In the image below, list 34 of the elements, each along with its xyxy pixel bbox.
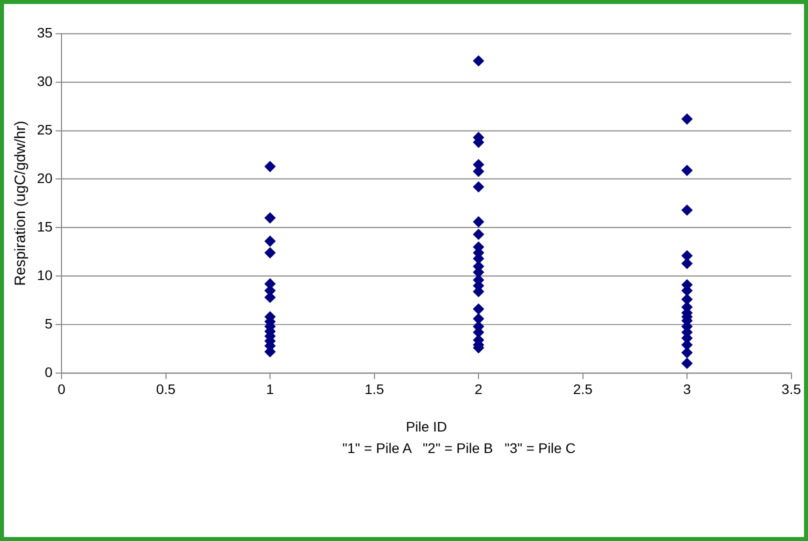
y-axis-title: Respiration (ugC/gdw/hr) (12, 120, 30, 286)
y-tick-label: 0 (44, 364, 53, 380)
point (682, 358, 693, 369)
point (264, 161, 276, 172)
point (473, 181, 484, 192)
x-tick-label: 0 (58, 381, 66, 398)
y-tick-label: 35 (37, 24, 53, 41)
text: "1" = Pile A "2" = Pile B "3" = Pile C (341, 440, 577, 456)
y-tick-label: 30 (37, 73, 53, 90)
y-tick-label: 20 (37, 170, 53, 186)
y-tick-label: 25 (37, 122, 53, 138)
y-tick-label: 15 (37, 218, 53, 234)
point (473, 216, 484, 228)
x-tick-label: 1 (266, 381, 274, 398)
x-tick-label: 3 (683, 381, 692, 398)
y-tick-label: 10 (37, 266, 53, 283)
x-tick-label: 1.5 (364, 381, 384, 398)
point (473, 228, 484, 240)
x-tick-label: 2 (474, 381, 483, 398)
point (473, 304, 484, 314)
point (682, 347, 693, 358)
x-tick-label: 0.5 (156, 381, 176, 398)
point (264, 247, 276, 258)
x-tick-label: 2.5 (573, 381, 593, 398)
y-tick-label: 5 (44, 315, 53, 332)
point (473, 55, 484, 66)
point (264, 212, 276, 224)
x-axis-title: Pile ID (406, 418, 448, 435)
point (682, 258, 693, 269)
point (264, 236, 276, 247)
x-tick-label: 3.5 (782, 381, 802, 398)
point (682, 114, 693, 124)
point (682, 204, 693, 216)
point (682, 164, 693, 176)
